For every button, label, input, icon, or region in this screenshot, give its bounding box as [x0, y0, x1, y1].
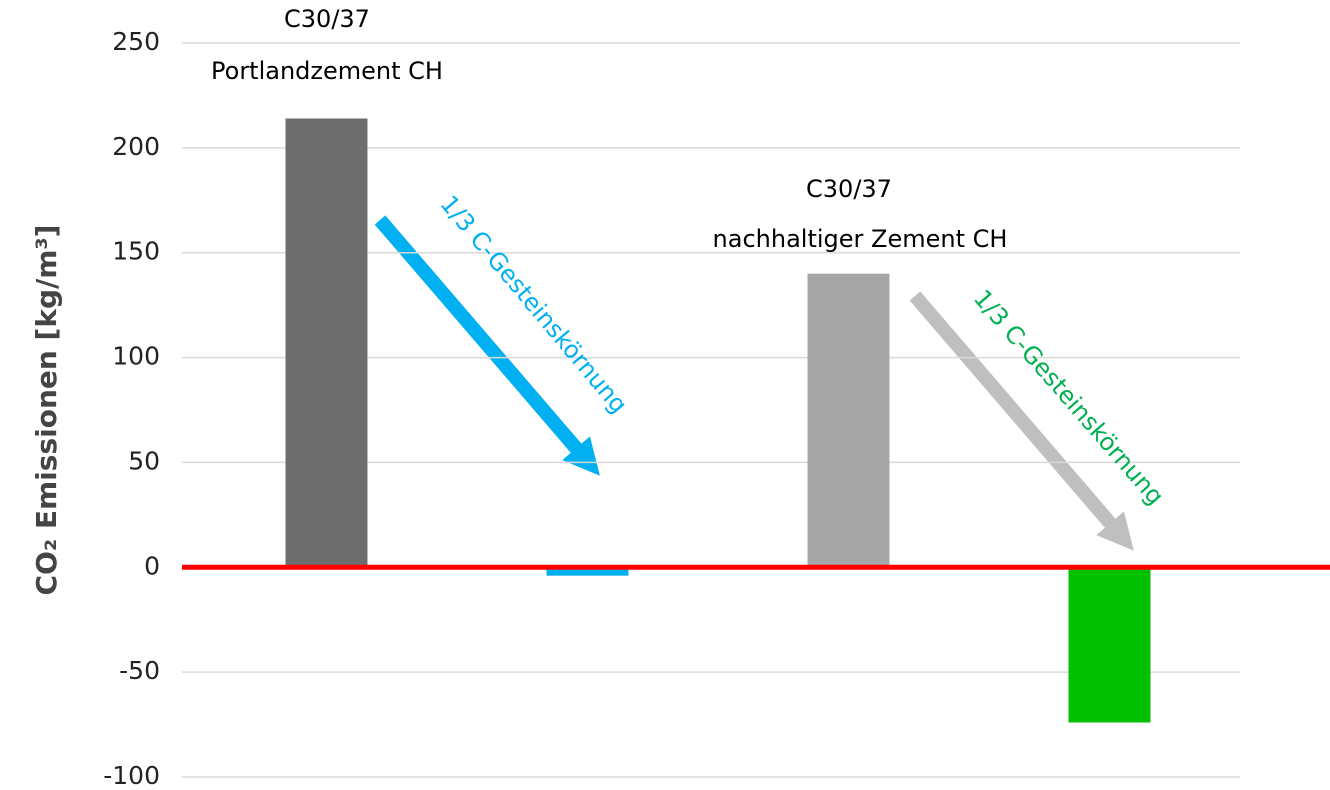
annotation: C30/37 — [806, 175, 892, 203]
arrow — [909, 291, 1134, 551]
annotation: nachhaltiger Zement CH — [713, 225, 1008, 253]
y-tick-label: -100 — [103, 761, 160, 790]
annotation: C30/37 — [284, 5, 370, 33]
y-tick-label: 200 — [112, 132, 160, 161]
bar — [285, 118, 368, 568]
arrow — [374, 215, 600, 476]
y-axis-label: CO₂ Emissionen [kg/m³] — [30, 225, 63, 596]
bar — [546, 567, 629, 576]
annotation: Portlandzement CH — [211, 57, 443, 85]
annotation: 1/3 C-Gesteinskörnung — [435, 190, 633, 419]
bar — [807, 273, 890, 568]
y-tick-label: 250 — [112, 27, 160, 56]
y-tick-label: 0 — [144, 551, 160, 580]
bar — [1068, 567, 1151, 723]
y-tick-label: 100 — [112, 342, 160, 371]
y-tick-label: -50 — [119, 656, 160, 685]
y-tick-label: 50 — [128, 446, 160, 475]
y-tick-label: 150 — [112, 237, 160, 266]
